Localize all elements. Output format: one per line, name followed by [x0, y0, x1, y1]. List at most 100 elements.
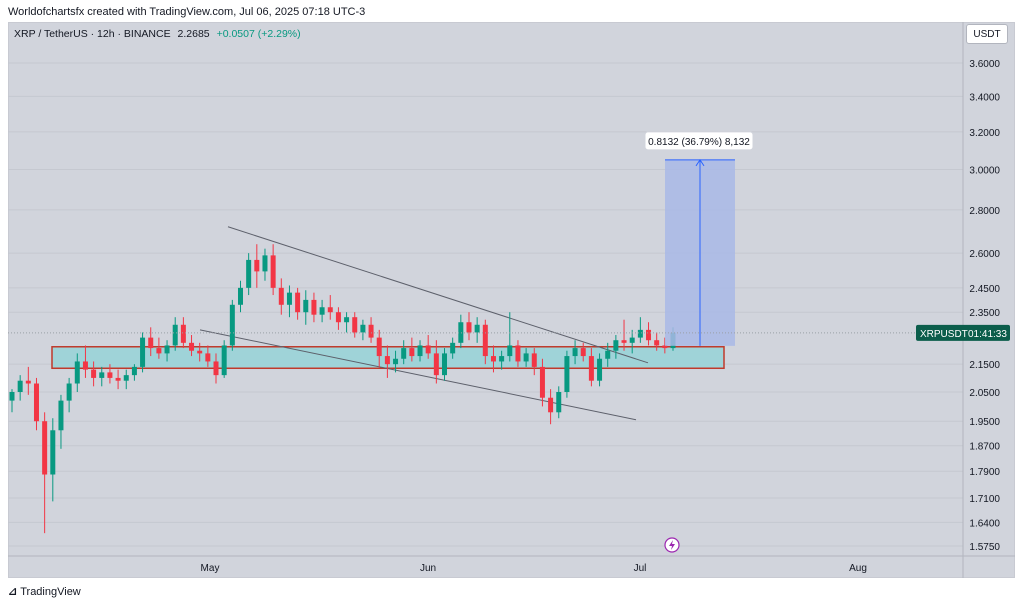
- chart-attribution: Worldofchartsfx created with TradingView…: [8, 6, 366, 18]
- candle-body: [401, 348, 407, 359]
- candle-body: [637, 329, 643, 338]
- candle-body: [409, 348, 415, 357]
- candle-body: [564, 356, 570, 392]
- chart-pane[interactable]: [8, 22, 1015, 578]
- lower-trendline[interactable]: [199, 329, 637, 421]
- candle-body: [433, 353, 439, 376]
- candle-body: [74, 361, 80, 384]
- symbol-legend: XRP / TetherUS · 12h · BINANCE 2.2685 +0…: [14, 28, 301, 40]
- candle-body: [360, 324, 366, 333]
- candle-body: [286, 292, 292, 305]
- price-tag-box: [916, 324, 1010, 341]
- price-tick-label: 1.7900: [969, 467, 1000, 478]
- candle-body: [25, 380, 31, 384]
- symbol-change: +0.0507 (+2.29%): [216, 28, 301, 40]
- candle-body: [376, 337, 382, 357]
- measure-label: 0.8132 (36.79%) 8,132: [648, 137, 750, 148]
- candle-body: [507, 345, 513, 357]
- price-tick-label: 2.8000: [969, 206, 1000, 217]
- candle-body: [442, 353, 448, 376]
- measure-arrow-head: [695, 158, 705, 167]
- candle-body: [262, 255, 268, 272]
- candle-body: [344, 317, 350, 323]
- candle-body: [246, 259, 252, 288]
- candle-body: [42, 421, 48, 475]
- currency-button[interactable]: USDT: [966, 24, 1008, 44]
- candle-body: [237, 287, 243, 305]
- candle-body: [254, 259, 260, 272]
- candle-body: [499, 356, 505, 362]
- measure-tool[interactable]: 0.8132 (36.79%) 8,132: [644, 131, 754, 346]
- candle-body: [466, 322, 472, 333]
- candle-body: [131, 366, 137, 376]
- candle-body: [91, 369, 97, 378]
- candle-body: [425, 345, 431, 354]
- candle-body: [270, 255, 276, 288]
- tradingview-logo[interactable]: ⊿ TradingView: [8, 585, 81, 599]
- candle-body: [458, 322, 464, 343]
- candle-body: [156, 348, 162, 354]
- price-tick-label: 3.2000: [969, 128, 1000, 139]
- candle-body: [213, 361, 219, 376]
- candle-body: [654, 340, 660, 346]
- candle-body: [523, 353, 529, 362]
- candle-body: [556, 391, 562, 413]
- trend-lines[interactable]: [199, 226, 649, 421]
- candle-body: [189, 342, 195, 351]
- candle-body: [335, 312, 341, 323]
- candle-body: [352, 317, 358, 333]
- candle-body: [197, 350, 203, 354]
- candle-body: [295, 292, 301, 313]
- price-tick-label: 2.3500: [969, 308, 1000, 319]
- price-tick-label: 2.4500: [969, 284, 1000, 295]
- price-tag-symbol: XRPUSDT: [920, 329, 968, 340]
- candle-body: [221, 345, 227, 376]
- candle-body: [99, 372, 105, 378]
- price-tick-label: 1.6400: [969, 518, 1000, 529]
- symbol-price: 2.2685: [177, 28, 210, 40]
- candle-body: [66, 383, 72, 401]
- candle-body: [539, 366, 545, 398]
- candle-body: [58, 400, 64, 431]
- candle-body: [123, 375, 129, 381]
- upper-trendline[interactable]: [227, 226, 649, 364]
- time-tick-label: Jul: [634, 563, 647, 574]
- symbol-name: XRP / TetherUS · 12h · BINANCE: [14, 28, 171, 40]
- candle-body: [450, 342, 456, 354]
- price-tick-label: 3.6000: [969, 59, 1000, 70]
- candle-body: [531, 353, 537, 367]
- price-tick-label: 1.7100: [969, 494, 1000, 505]
- candle-body: [115, 377, 121, 381]
- candle-body: [229, 304, 235, 346]
- candle-body: [597, 358, 603, 381]
- candle-body: [368, 324, 374, 338]
- candle-body: [180, 324, 186, 343]
- candle-body: [490, 356, 496, 362]
- candle-body: [646, 329, 652, 341]
- time-tick-label: Aug: [849, 563, 867, 574]
- tradingview-mark-icon: ⊿: [8, 586, 17, 598]
- price-tick-label: 3.0000: [969, 166, 1000, 177]
- candle-body: [605, 350, 611, 359]
- price-tick-label: 3.4000: [969, 92, 1000, 103]
- candle-body: [629, 337, 635, 343]
- candle-body: [9, 391, 15, 401]
- candle-body: [588, 356, 594, 381]
- candle-body: [580, 348, 586, 357]
- lightning-glyph: [669, 540, 675, 550]
- candle-body: [621, 340, 627, 343]
- candle-body: [172, 324, 178, 346]
- price-tag-countdown: 01:41:33: [968, 329, 1007, 340]
- price-tick-label: 1.8700: [969, 442, 1000, 453]
- candle-body: [164, 345, 170, 354]
- candle-body: [474, 324, 480, 333]
- candle-body: [384, 356, 390, 365]
- time-tick-label: May: [201, 563, 220, 574]
- time-axis[interactable]: May Jun Jul Aug: [201, 563, 867, 574]
- price-tick-label: 1.5750: [969, 542, 1000, 553]
- candle-body: [148, 337, 154, 349]
- candle-body: [482, 324, 488, 357]
- candle-body: [140, 337, 146, 367]
- price-axis[interactable]: 3.6000 3.4000 3.2000 3.0000 2.8000 2.6000 2.45…: [969, 59, 1000, 553]
